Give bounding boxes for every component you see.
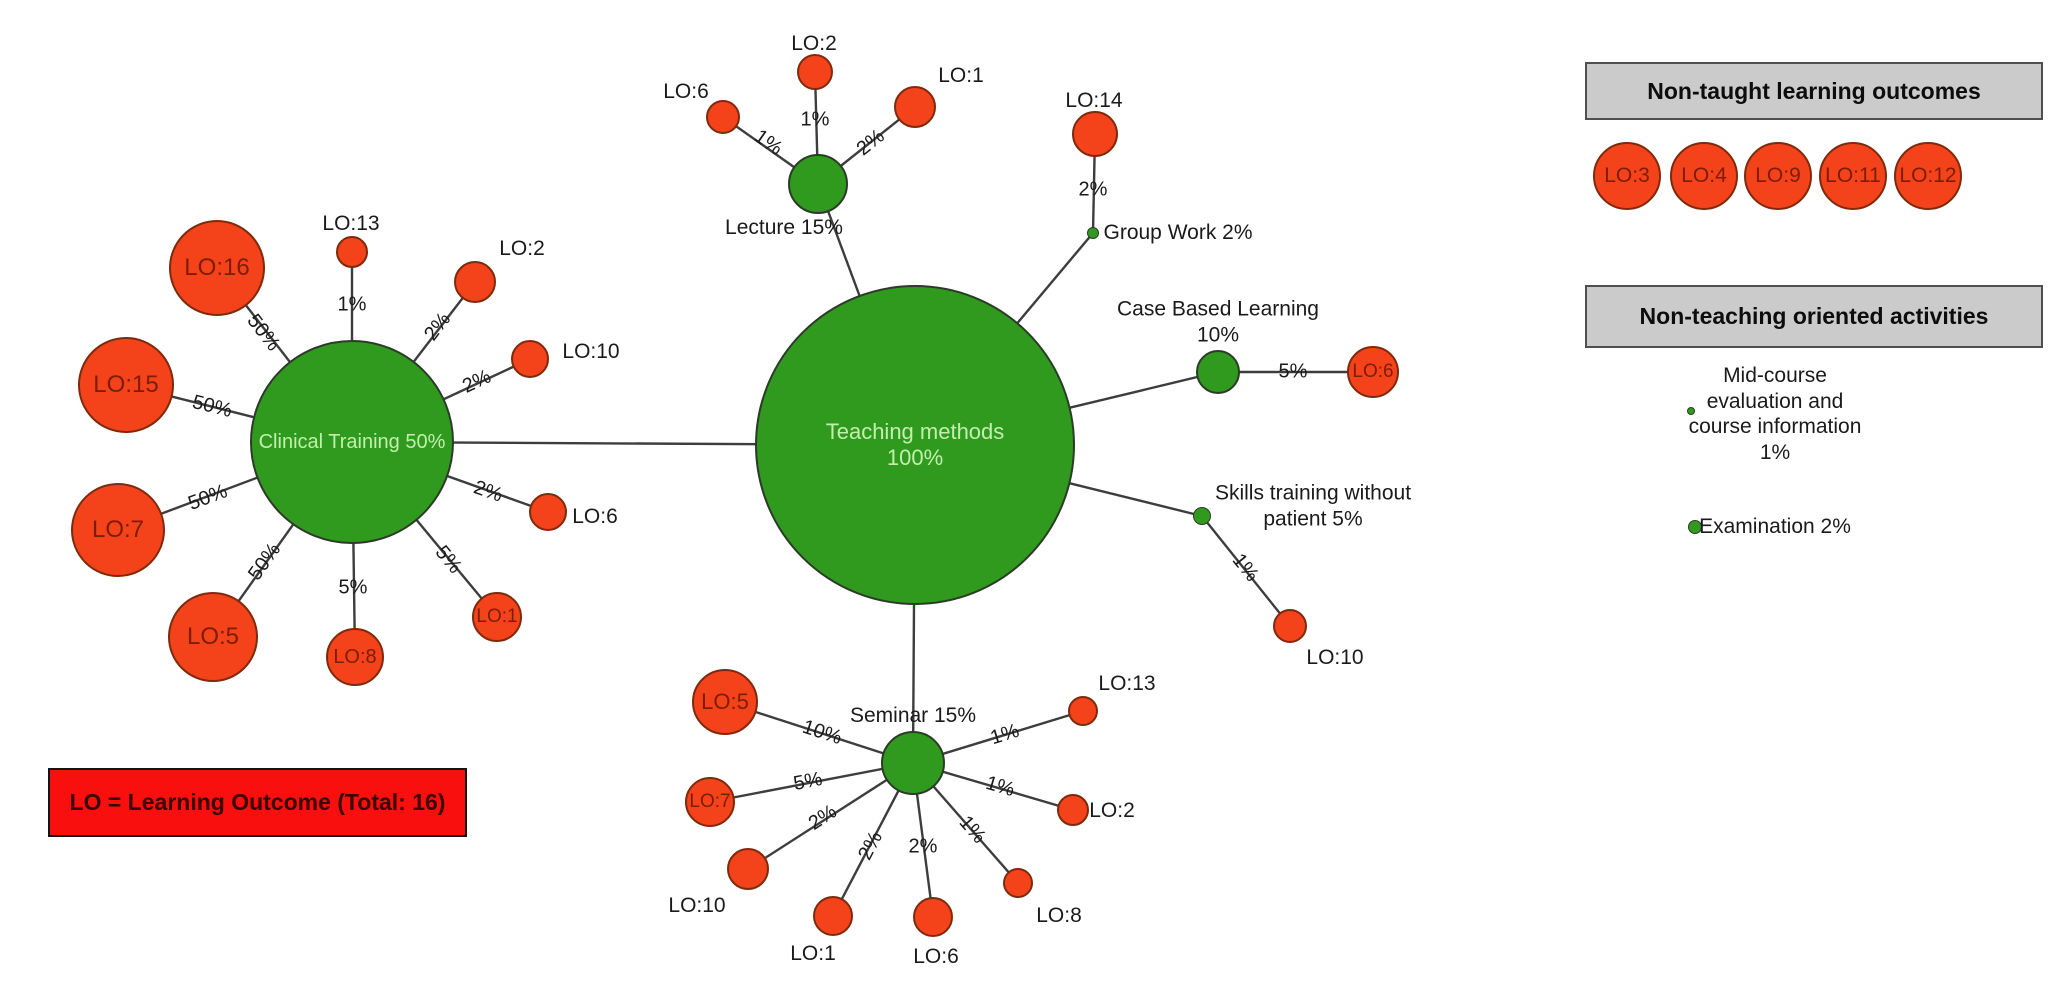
node-lo6-cbl: LO:6 xyxy=(1347,346,1399,398)
node-lo5-cl: LO:5 xyxy=(168,592,258,682)
node-lo1-lec-label: LO:1 xyxy=(938,64,984,88)
node-teaching: Teaching methods 100% xyxy=(755,285,1075,605)
legend-circle-lo-3: LO:3 xyxy=(1593,142,1661,210)
edge-label-lecture-lo2-lec: 1% xyxy=(800,108,830,131)
node-lo1-cl: LO:1 xyxy=(472,592,522,642)
node-lo2-cl xyxy=(454,261,496,303)
node-lo6-cl xyxy=(529,493,567,531)
node-seminar xyxy=(881,731,945,795)
node-lecture xyxy=(788,154,848,214)
legend-non-taught-title-box: Non-taught learning outcomes xyxy=(1585,62,2043,120)
legend-activity-label-0: Mid-course evaluation and course informa… xyxy=(1688,363,1862,464)
node-clinical: Clinical Training 50% xyxy=(250,340,454,544)
legend-circle-lo-4: LO:4 xyxy=(1670,142,1738,210)
node-lo6-lec-label: LO:6 xyxy=(663,80,709,104)
node-lo15-cl: LO:15 xyxy=(78,337,174,433)
node-groupwork xyxy=(1087,227,1099,239)
node-lo10-cl xyxy=(511,340,549,378)
node-lo13-cl-label: LO:13 xyxy=(322,212,380,236)
node-lo2-sem xyxy=(1057,794,1089,826)
node-lo7-cl: LO:7 xyxy=(71,483,165,577)
node-cbl xyxy=(1196,350,1240,394)
node-seminar-label: Seminar 15% xyxy=(849,704,977,728)
node-lo14-gw-label: LO:14 xyxy=(1065,89,1123,113)
legend-activity-label-1: Examination 2% xyxy=(1699,515,1851,539)
edge-label-groupwork-lo14-gw: 2% xyxy=(1078,178,1108,201)
edge-label-cbl-lo6-cbl: 5% xyxy=(1278,360,1308,383)
legend-activity-dot-1 xyxy=(1688,520,1702,534)
node-lo13-sem xyxy=(1068,696,1098,726)
node-lecture-label: Lecture 15% xyxy=(725,216,843,240)
legend-non-taught-title: Non-taught learning outcomes xyxy=(1647,77,1981,104)
node-lo2-lec-label: LO:2 xyxy=(791,32,837,56)
node-lo10-sk xyxy=(1273,609,1307,643)
legend-circle-lo-9: LO:9 xyxy=(1744,142,1812,210)
node-lo6-sem-label: LO:6 xyxy=(913,945,959,969)
edge-seminar-lo7-sem xyxy=(709,761,914,804)
node-lo1-lec xyxy=(894,86,936,128)
node-skills-label: Skills training without patient 5% xyxy=(1214,481,1412,530)
lo-definition-box: LO = Learning Outcome (Total: 16) xyxy=(48,768,467,837)
node-lo8-cl: LO:8 xyxy=(326,628,384,686)
node-lo2-lec xyxy=(797,54,833,90)
legend-non-teaching-title-box: Non-teaching oriented activities xyxy=(1585,285,2043,348)
edge-label-seminar-lo6-sem: 2% xyxy=(908,835,938,858)
node-cbl-label: Case Based Learning 10% xyxy=(1117,297,1319,346)
node-lo10-cl-label: LO:10 xyxy=(562,340,620,364)
node-lo1-sem-label: LO:1 xyxy=(790,942,836,966)
node-lo7-sem: LO:7 xyxy=(685,777,735,827)
node-lo8-sem xyxy=(1003,868,1033,898)
legend-circle-lo-11: LO:11 xyxy=(1819,142,1887,210)
edge-label-clinical-lo13-cl: 1% xyxy=(337,293,367,316)
node-lo14-gw xyxy=(1072,111,1118,157)
node-lo2-cl-label: LO:2 xyxy=(499,237,545,261)
node-lo16-cl: LO:16 xyxy=(169,220,265,316)
node-lo2-sem-label: LO:2 xyxy=(1089,799,1135,823)
node-lo6-cl-label: LO:6 xyxy=(572,505,618,529)
lo-definition-text: LO = Learning Outcome (Total: 16) xyxy=(69,789,446,815)
node-groupwork-label: Group Work 2% xyxy=(1103,221,1253,245)
node-skills xyxy=(1193,507,1211,525)
node-lo10-sk-label: LO:10 xyxy=(1306,646,1364,670)
node-lo6-lec xyxy=(706,100,740,134)
node-lo1-sem xyxy=(813,896,853,936)
node-lo5-sem: LO:5 xyxy=(692,669,758,735)
legend-activity-dot-0 xyxy=(1687,407,1695,415)
node-lo10-sem xyxy=(727,848,769,890)
node-lo10-sem-label: LO:10 xyxy=(668,894,726,918)
legend-non-teaching-title: Non-teaching oriented activities xyxy=(1639,303,1989,329)
node-lo13-cl xyxy=(336,236,368,268)
node-lo8-sem-label: LO:8 xyxy=(1036,904,1082,928)
edge-skills-lo10-sk xyxy=(1201,515,1291,627)
edge-label-clinical-lo8-cl: 5% xyxy=(338,576,368,599)
node-lo6-sem xyxy=(913,897,953,937)
legend-circle-lo-12: LO:12 xyxy=(1894,142,1962,210)
node-lo13-sem-label: LO:13 xyxy=(1098,672,1156,696)
